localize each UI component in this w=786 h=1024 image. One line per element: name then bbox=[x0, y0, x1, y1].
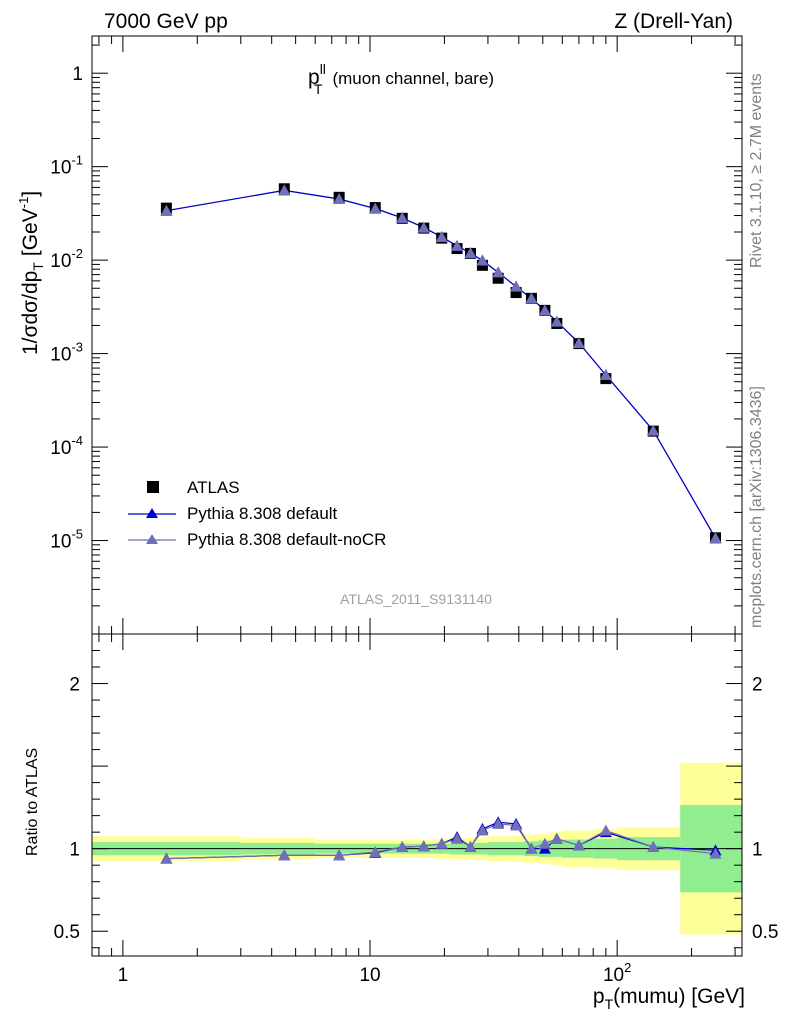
ratio-tick-label-left-1: 1 bbox=[69, 840, 80, 861]
ratio-2-point-14 bbox=[550, 832, 563, 844]
y-tick-label-4: 10-4 bbox=[50, 433, 83, 459]
header-right: Z (Drell-Yan) bbox=[614, 10, 733, 33]
ratio-2-point-7 bbox=[451, 832, 464, 844]
y-tick-label-0: 1 bbox=[72, 64, 83, 85]
ratio-2-point-8 bbox=[464, 841, 477, 853]
rivet-version-text: Rivet 3.1.10, ≥ 2.7M events bbox=[748, 73, 765, 268]
x-tick-label-1: 10 bbox=[359, 965, 380, 986]
plot-title: pll T(muon channel, bare) bbox=[308, 61, 494, 97]
y-tick-label-2: 10-2 bbox=[50, 246, 83, 272]
legend-marker-atlas bbox=[147, 481, 159, 493]
series-2-point-16 bbox=[599, 369, 612, 381]
series-2-point-10 bbox=[492, 266, 505, 278]
series-2-point-1 bbox=[278, 184, 291, 196]
y-tick-label-1: 10-1 bbox=[50, 153, 83, 179]
ratio-2-point-11 bbox=[510, 819, 523, 831]
ratio-2-point-15 bbox=[572, 839, 585, 851]
series-2-point-6 bbox=[435, 230, 448, 242]
series-2-point-8 bbox=[464, 247, 477, 259]
series-2-point-12 bbox=[525, 292, 538, 304]
ratio-2-point-2 bbox=[333, 849, 346, 861]
ratio-2-point-4 bbox=[396, 841, 409, 853]
series-2-point-4 bbox=[396, 211, 409, 223]
ratio-tick-label-right-0: 0.5 bbox=[752, 922, 778, 943]
ratio-axis-label: Ratio to ATLAS bbox=[24, 748, 41, 856]
legend-marker-pythia-nocr bbox=[146, 534, 158, 544]
atlas-point-11 bbox=[510, 287, 522, 299]
header-left: 7000 GeV pp bbox=[104, 10, 228, 33]
ratio-2-point-10 bbox=[492, 817, 505, 829]
series-2-point-0 bbox=[160, 204, 173, 216]
atlas-point-10 bbox=[492, 272, 504, 284]
series-2-point-3 bbox=[369, 202, 382, 214]
ratio-2-point-3 bbox=[369, 845, 382, 857]
y-axis-label: 1/σdσ/dpT[GeV-1] bbox=[16, 191, 46, 355]
ratio-tick-label-left-0: 0.5 bbox=[54, 922, 80, 943]
legend-label-atlas: ATLAS bbox=[187, 478, 240, 497]
series-2-point-13 bbox=[538, 304, 551, 316]
y-tick-label-3: 10-3 bbox=[50, 340, 83, 366]
x-tick-label-2: 102 bbox=[603, 960, 631, 986]
series-2-point-2 bbox=[333, 192, 346, 204]
x-tick-label-0: 1 bbox=[118, 965, 129, 986]
legend-marker-pythia-default bbox=[146, 508, 158, 518]
legend-label-pythia-default: Pythia 8.308 default bbox=[187, 504, 338, 523]
series-2-point-17 bbox=[647, 424, 660, 436]
analysis-watermark: ATLAS_2011_S9131140 bbox=[340, 591, 492, 607]
ratio-frame bbox=[91, 633, 743, 957]
series-2-point-15 bbox=[572, 336, 585, 348]
ratio-2-point-17 bbox=[647, 841, 660, 853]
series-2-point-5 bbox=[417, 221, 430, 233]
ratio-2-point-9 bbox=[476, 824, 489, 836]
ratio-tick-label-left-2: 2 bbox=[69, 675, 80, 696]
ratio-2-point-13 bbox=[538, 837, 551, 849]
series-2-point-7 bbox=[451, 239, 464, 251]
series-2-point-14 bbox=[550, 315, 563, 327]
series-2-point-18 bbox=[709, 532, 722, 544]
ratio-2-point-16 bbox=[599, 824, 612, 836]
ratio-2-point-5 bbox=[417, 840, 430, 852]
legend-label-pythia-nocr: Pythia 8.308 default-noCR bbox=[187, 530, 386, 549]
mcplots-text: mcplots.cern.ch [arXiv:1306.3436] bbox=[748, 386, 765, 628]
ratio-tick-label-right-2: 2 bbox=[752, 675, 763, 696]
ratio-tick-label-right-1: 1 bbox=[752, 840, 763, 861]
ratio-2-point-12 bbox=[525, 842, 538, 854]
ratio-2-point-0 bbox=[160, 852, 173, 864]
ratio-2-point-18 bbox=[709, 847, 722, 859]
series-2-point-9 bbox=[476, 254, 489, 266]
legend: ATLAS Pythia 8.308 default Pythia 8.308 … bbox=[128, 478, 386, 549]
ratio-2-point-6 bbox=[435, 837, 448, 849]
y-tick-label-5: 10-5 bbox=[50, 527, 83, 553]
x-axis-label: pT(mumu) [GeV] bbox=[593, 985, 745, 1012]
ratio-2-point-1 bbox=[278, 849, 291, 861]
series-2-point-11 bbox=[510, 280, 523, 292]
